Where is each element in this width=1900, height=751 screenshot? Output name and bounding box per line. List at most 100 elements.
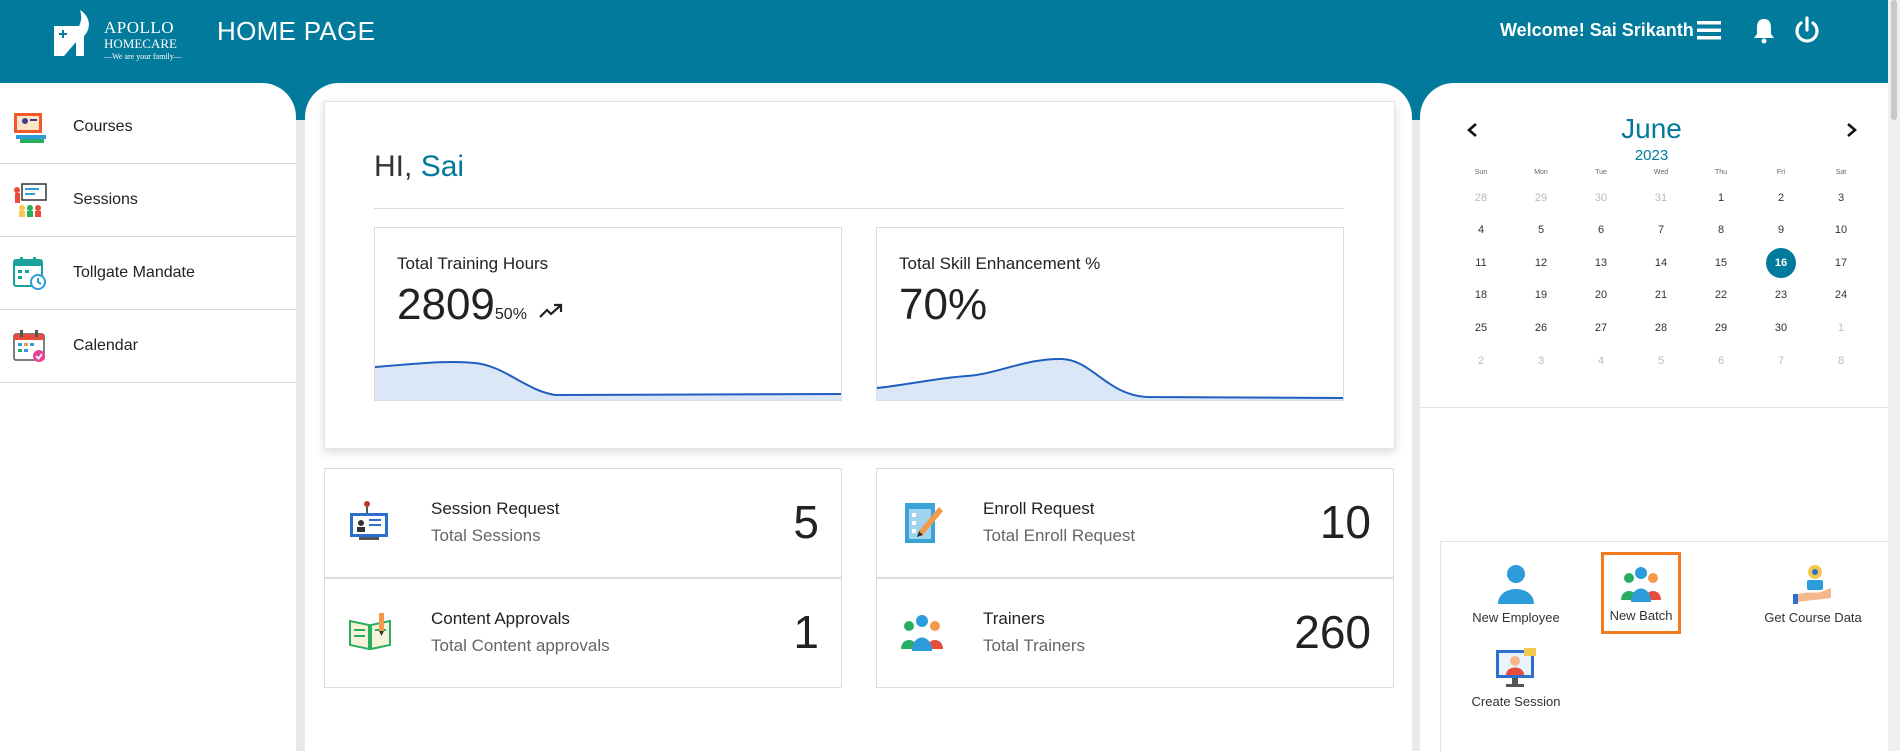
calendar-day[interactable]: 4 [1597,355,1605,367]
calendar-day[interactable]: 14 [1654,257,1668,269]
calendar-weekday: Sun [1474,169,1488,176]
calendar-day[interactable]: 1 [1837,322,1845,334]
calendar-weekday: Thu [1714,169,1728,176]
calendar-day[interactable]: 2 [1477,355,1485,367]
calendar-day[interactable]: 26 [1534,322,1548,334]
calendar-day[interactable]: 29 [1714,322,1728,334]
calendar-day[interactable]: 31 [1654,192,1668,204]
stat-value: 280950% [397,280,563,330]
calendar-day[interactable]: 3 [1537,355,1545,367]
sidebar-item-tollgate-mandate[interactable]: Tollgate Mandate [0,237,296,310]
calendar-day[interactable]: 11 [1475,257,1487,269]
sessions-icon [14,183,47,217]
menu-icon[interactable] [1693,14,1725,46]
calendar-day[interactable]: 24 [1834,289,1848,301]
logo-line2: HOMECARE [104,36,177,51]
create-session-button[interactable]: Create Session [1441,646,1591,709]
new-employee-button[interactable]: New Employee [1441,562,1591,625]
calendar-day[interactable]: 1 [1717,192,1725,204]
chevron-left-icon[interactable] [1466,123,1480,137]
calendar-day[interactable]: 25 [1474,322,1488,334]
calendar-day[interactable]: 6 [1717,355,1725,367]
sidebar-item-sessions[interactable]: Sessions [0,164,296,237]
calendar-day[interactable]: 13 [1594,257,1608,269]
logo-tagline: —We are your family— [104,52,182,61]
stat-number: 2809 [397,280,495,329]
total-training-hours-card[interactable]: Total Training Hours 280950% [374,227,842,401]
calendar-day[interactable]: 22 [1714,289,1728,301]
calendar-day[interactable]: 9 [1777,224,1785,236]
card-subtitle: Total Content approvals [431,636,610,655]
new-batch-icon [1621,567,1661,602]
calendar-day[interactable]: 3 [1837,192,1845,204]
calendar-day[interactable]: 7 [1777,355,1785,367]
calendar-icon [13,330,45,362]
trainers-card[interactable]: Trainers Total Trainers 260 [876,578,1394,688]
calendar-day[interactable]: 5 [1537,224,1545,236]
chevron-right-icon[interactable] [1844,123,1858,137]
calendar-day-today[interactable]: 16 [1766,248,1796,278]
calendar-day[interactable]: 12 [1534,257,1548,269]
calendar-day[interactable]: 15 [1714,257,1728,269]
calendar-day[interactable]: 28 [1474,192,1488,204]
new-employee-icon [1498,565,1534,604]
card-subtitle: Total Enroll Request [983,526,1136,545]
calendar-day[interactable]: 8 [1717,224,1725,236]
training-hours-sparkline [375,360,841,400]
card-count: 1 [793,606,819,658]
total-skill-enhancement-card[interactable]: Total Skill Enhancement % 70% [876,227,1344,401]
calendar-day[interactable]: 7 [1657,224,1665,236]
calendar-day[interactable]: 19 [1534,289,1548,301]
calendar-day[interactable]: 6 [1597,224,1605,236]
enroll-request-icon [905,503,943,543]
calendar-day[interactable]: 29 [1534,192,1548,204]
new-batch-button[interactable]: New Batch [1601,552,1681,634]
power-icon[interactable] [1791,14,1823,46]
trainers-icon [901,615,943,651]
stat-value: 70% [899,280,988,329]
calendar-day[interactable]: 20 [1594,289,1608,301]
calendar-day[interactable]: 23 [1774,289,1788,301]
sidebar-item-label: Tollgate Mandate [73,264,195,281]
calendar-day[interactable]: 17 [1834,257,1848,269]
page-scrollbar[interactable] [1888,0,1900,751]
calendar-weekday: Wed [1653,169,1669,176]
calendar-day[interactable]: 30 [1594,192,1608,204]
session-request-card[interactable]: Session Request Total Sessions 5 [324,468,842,578]
sidebar-item-calendar[interactable]: Calendar [0,310,296,383]
greeting-card: HI, Sai Total Training Hours 280950% Tot… [324,101,1395,449]
skill-enhancement-sparkline [877,357,1343,400]
calendar-day[interactable]: 30 [1774,322,1788,334]
calendar-day[interactable]: 28 [1654,322,1668,334]
welcome-text: Welcome! Sai Srikanth [1500,20,1694,40]
calendar-day[interactable]: 5 [1657,355,1665,367]
calendar-day[interactable]: 21 [1654,289,1668,301]
calendar-day[interactable]: 10 [1834,224,1848,236]
content-approvals-card[interactable]: Content Approvals Total Content approval… [324,578,842,688]
calendar-month: June [1621,113,1682,144]
quick-action-label: Create Session [1471,694,1561,709]
calendar-day[interactable]: 2 [1777,192,1785,204]
card-count: 260 [1294,606,1371,658]
session-request-icon [350,501,388,540]
bell-icon[interactable] [1748,14,1780,46]
apollo-logo[interactable]: APOLLO HOMECARE —We are your family— [50,4,195,64]
get-course-data-button[interactable]: Get Course Data [1738,562,1888,625]
calendar-day[interactable]: 27 [1594,322,1608,334]
sidebar-item-label: Courses [73,118,133,135]
stat-title: Total Training Hours [397,254,549,273]
sidebar-item-courses[interactable]: Courses [0,91,296,164]
quick-action-label: New Batch [1609,608,1673,623]
mini-calendar: June 2023 Sun Mon Tue Wed Thu Fri Sat 28 29 30 31 1… [1420,83,1888,408]
scrollbar-thumb[interactable] [1891,0,1897,120]
enroll-request-card[interactable]: Enroll Request Total Enroll Request 10 [876,468,1394,578]
greeting-user-name: Sai [420,150,465,183]
calendar-weekday: Tue [1595,169,1607,176]
calendar-day[interactable]: 4 [1477,224,1485,236]
sidebar: Courses Sessions Tol [0,83,296,751]
calendar-day[interactable]: 8 [1837,355,1845,367]
card-count: 10 [1319,496,1371,548]
content-approvals-icon [349,613,391,651]
calendar-day[interactable]: 18 [1474,289,1488,301]
page-title: HOME PAGE [217,16,376,46]
